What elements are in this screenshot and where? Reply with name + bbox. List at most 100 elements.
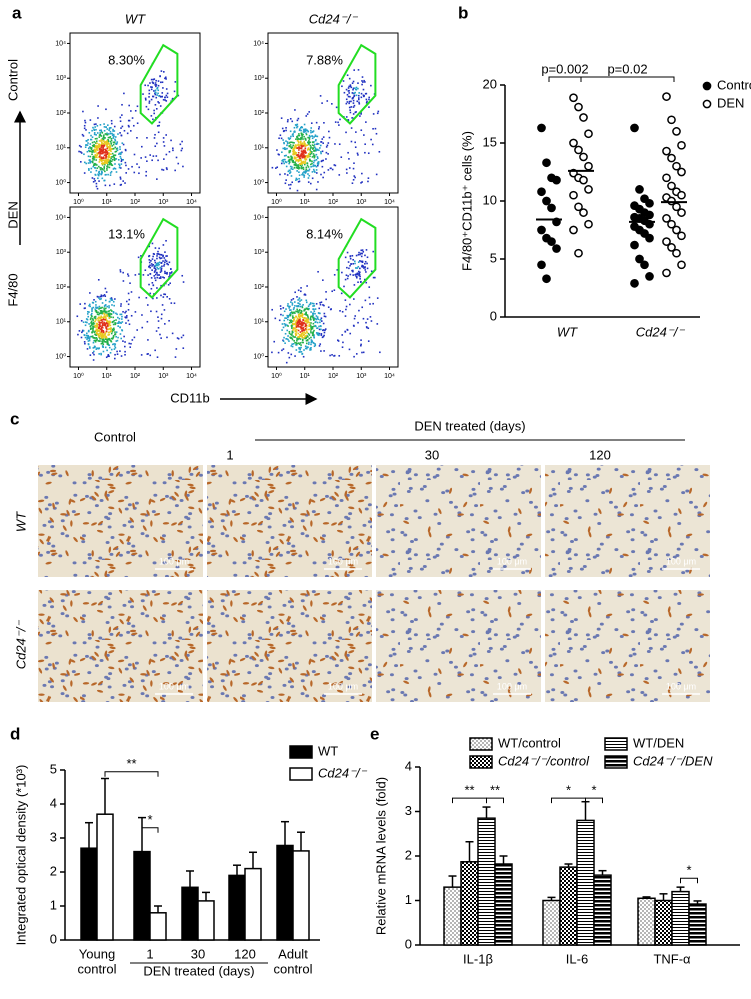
scale-bar-label: 100 μm (497, 556, 527, 566)
event-dot (353, 179, 355, 181)
event-dot (108, 137, 110, 139)
event-dot (111, 123, 113, 125)
event-dot (152, 282, 154, 284)
event-dot (289, 138, 291, 140)
event-dot (364, 269, 366, 271)
event-dot (365, 93, 367, 95)
event-dot (108, 305, 110, 307)
event-dot (146, 106, 148, 108)
event-dot (181, 150, 183, 152)
event-dot (300, 347, 302, 349)
event-dot (156, 258, 158, 260)
event-dot (182, 347, 184, 349)
event-dot (350, 112, 352, 114)
event-dot (298, 326, 300, 328)
event-dot (93, 322, 95, 324)
event-dot (354, 260, 356, 262)
event-dot (316, 159, 318, 161)
event-dot (347, 101, 349, 103)
y-tick-label: 3 (50, 829, 57, 844)
event-dot (315, 135, 317, 137)
event-dot (346, 274, 348, 276)
event-dot (310, 337, 312, 339)
event-dot (333, 355, 335, 357)
event-dot (163, 158, 165, 160)
x-tick-label: 10⁴ (186, 199, 197, 206)
event-dot (83, 153, 85, 155)
event-dot (88, 330, 90, 332)
event-dot (150, 310, 152, 312)
event-dot (135, 110, 137, 112)
event-dot (310, 130, 312, 132)
event-dot (106, 306, 108, 308)
event-dot (292, 302, 294, 304)
event-dot (353, 113, 355, 115)
event-dot (81, 337, 83, 339)
event-dot (125, 165, 127, 167)
event-dot (105, 126, 107, 128)
legend-label: WT/DEN (633, 735, 684, 750)
event-dot (121, 135, 123, 137)
event-dot (93, 299, 95, 301)
event-dot (296, 329, 298, 331)
event-dot (287, 316, 289, 318)
event-dot (99, 140, 101, 142)
event-dot (143, 274, 145, 276)
event-dot (367, 318, 369, 320)
data-point (570, 94, 577, 101)
data-point (668, 116, 675, 123)
event-dot (290, 144, 292, 146)
event-dot (149, 267, 151, 269)
event-dot (164, 145, 166, 147)
event-dot (152, 119, 154, 121)
event-dot (359, 274, 361, 276)
event-dot (105, 288, 107, 290)
x-tick-label: control (273, 961, 312, 976)
event-dot (282, 128, 284, 130)
x-tick-label: 10⁰ (73, 198, 84, 206)
event-dot (308, 111, 310, 113)
event-dot (87, 144, 89, 146)
event-dot (303, 171, 305, 173)
event-dot (92, 142, 94, 144)
event-dot (174, 91, 176, 93)
event-dot (91, 153, 93, 155)
event-dot (293, 320, 295, 322)
event-dot (152, 284, 154, 286)
event-dot (98, 136, 100, 138)
event-dot (355, 111, 357, 113)
event-dot (164, 99, 166, 101)
event-dot (368, 152, 370, 154)
event-dot (321, 138, 323, 140)
event-dot (133, 172, 135, 174)
event-dot (153, 110, 155, 112)
event-dot (326, 152, 328, 154)
event-dot (283, 337, 285, 339)
event-dot (156, 94, 158, 96)
bar (293, 851, 309, 940)
event-dot (285, 333, 287, 335)
event-dot (312, 148, 314, 150)
event-dot (100, 307, 102, 309)
event-dot (368, 177, 370, 179)
event-dot (355, 273, 357, 275)
event-dot (147, 321, 149, 323)
event-dot (103, 151, 105, 153)
event-dot (151, 99, 153, 101)
event-dot (297, 154, 299, 156)
event-dot (346, 306, 348, 308)
event-dot (378, 111, 380, 113)
event-dot (310, 332, 312, 334)
x-tick-label: 10² (328, 199, 339, 206)
event-dot (116, 171, 118, 173)
event-dot (337, 122, 339, 124)
event-dot (294, 305, 296, 307)
y-tick-label: 1 (405, 892, 412, 907)
event-dot (156, 255, 158, 257)
bracket (549, 77, 581, 82)
event-dot (89, 336, 91, 338)
event-dot (104, 323, 106, 325)
event-dot (362, 249, 364, 251)
event-dot (356, 95, 358, 97)
event-dot (108, 133, 110, 135)
